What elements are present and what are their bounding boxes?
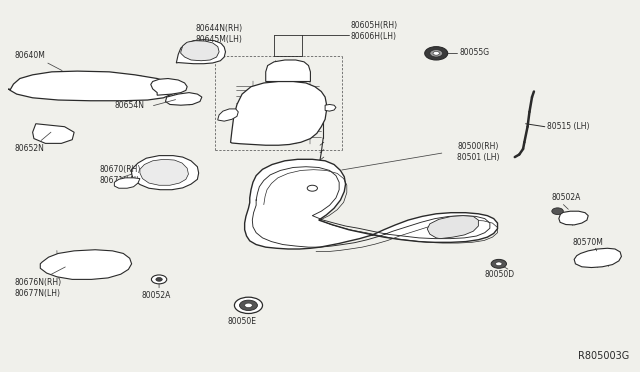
Circle shape bbox=[495, 262, 502, 266]
Circle shape bbox=[307, 185, 317, 191]
Circle shape bbox=[156, 278, 163, 281]
Circle shape bbox=[234, 297, 262, 314]
Text: R805003G: R805003G bbox=[579, 351, 630, 361]
Polygon shape bbox=[8, 71, 176, 101]
Polygon shape bbox=[230, 81, 326, 145]
Polygon shape bbox=[218, 109, 238, 121]
Polygon shape bbox=[40, 250, 132, 279]
Polygon shape bbox=[151, 78, 187, 95]
Text: 80644N(RH)
80645M(LH): 80644N(RH) 80645M(LH) bbox=[195, 24, 243, 44]
Text: 80570M: 80570M bbox=[572, 238, 603, 247]
Text: 80050E: 80050E bbox=[227, 317, 257, 326]
Polygon shape bbox=[325, 105, 336, 111]
Polygon shape bbox=[428, 216, 478, 238]
Circle shape bbox=[491, 259, 506, 268]
Circle shape bbox=[425, 46, 448, 60]
Circle shape bbox=[433, 51, 440, 55]
Polygon shape bbox=[132, 155, 198, 190]
Circle shape bbox=[430, 49, 443, 57]
Text: 80652N: 80652N bbox=[15, 144, 45, 153]
Text: 80055G: 80055G bbox=[460, 48, 490, 57]
Polygon shape bbox=[33, 124, 74, 143]
Text: 80502A: 80502A bbox=[551, 193, 580, 202]
Polygon shape bbox=[140, 159, 188, 185]
Text: 80670(RH)
80671(LH): 80670(RH) 80671(LH) bbox=[100, 165, 141, 185]
Circle shape bbox=[244, 303, 252, 308]
Text: 80050D: 80050D bbox=[484, 270, 515, 279]
Polygon shape bbox=[176, 39, 225, 64]
Polygon shape bbox=[244, 159, 497, 249]
Polygon shape bbox=[180, 41, 219, 61]
Polygon shape bbox=[166, 93, 202, 105]
Polygon shape bbox=[266, 60, 310, 81]
Polygon shape bbox=[559, 211, 588, 225]
Text: 80676N(RH)
80677N(LH): 80676N(RH) 80677N(LH) bbox=[15, 278, 62, 298]
Text: 80654N: 80654N bbox=[115, 101, 145, 110]
Text: 80605H(RH)
80606H(LH): 80605H(RH) 80606H(LH) bbox=[351, 21, 398, 41]
Text: 80052A: 80052A bbox=[141, 291, 171, 300]
Text: 80515 (LH): 80515 (LH) bbox=[547, 122, 589, 131]
Polygon shape bbox=[574, 248, 621, 267]
Circle shape bbox=[552, 208, 563, 215]
Polygon shape bbox=[115, 178, 140, 188]
Circle shape bbox=[239, 300, 257, 311]
Circle shape bbox=[152, 275, 167, 284]
Text: 80640M: 80640M bbox=[15, 51, 45, 60]
Text: 80500(RH)
80501 (LH): 80500(RH) 80501 (LH) bbox=[458, 142, 500, 161]
